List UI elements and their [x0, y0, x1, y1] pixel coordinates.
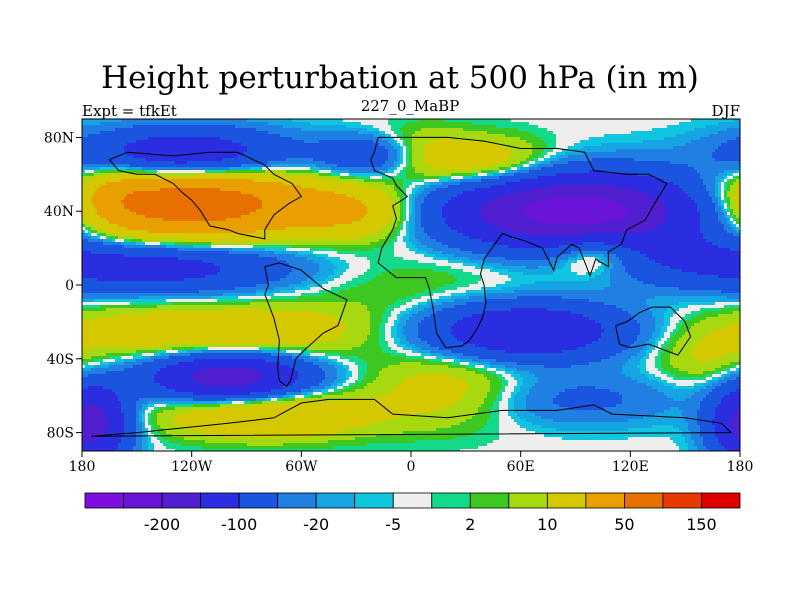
colorbar-box — [432, 493, 471, 508]
colorbar-box — [278, 493, 317, 508]
x-tick-label: 120E — [612, 459, 649, 475]
colorbar-box — [239, 493, 278, 508]
colorbar-box — [547, 493, 586, 508]
colorbar-label: -5 — [385, 515, 401, 534]
x-tick-label: 180 — [727, 459, 754, 475]
colorbar-box — [393, 493, 432, 508]
colorbar-box — [701, 493, 740, 508]
colorbar-label: -200 — [144, 515, 180, 534]
colorbar-box — [586, 493, 625, 508]
colorbar-box — [85, 493, 124, 508]
colorbar-label: -20 — [303, 515, 329, 534]
x-tick-label: 120W — [171, 459, 213, 475]
colorbar: -200 -100 -20 -5 2 10 50 150 — [85, 493, 740, 534]
colorbar-box — [162, 493, 201, 508]
y-tick-label: 0 — [65, 278, 74, 294]
colorbar-label: -100 — [221, 515, 257, 534]
x-tick-label: 60E — [507, 459, 535, 475]
x-tick-label: 0 — [407, 459, 416, 475]
colorbar-label: 2 — [465, 515, 475, 534]
colorbar-box — [663, 493, 702, 508]
colorbar-box — [355, 493, 394, 508]
colorbar-box — [316, 493, 355, 508]
colorbar-box — [124, 493, 163, 508]
colorbar-label: 10 — [537, 515, 557, 534]
colorbar-box — [509, 493, 548, 508]
colorbar-box — [201, 493, 240, 508]
y-tick-label: 80N — [44, 130, 74, 146]
y-tick-label: 80S — [47, 426, 74, 442]
colorbar-box — [470, 493, 509, 508]
x-tick-label: 60W — [285, 459, 318, 475]
colorbar-box — [624, 493, 663, 508]
colorbar-label: 150 — [686, 515, 717, 534]
x-tick-label: 180 — [69, 459, 96, 475]
contour-field — [82, 119, 743, 453]
y-tick-label: 40S — [47, 352, 74, 368]
y-tick-label: 40N — [44, 204, 74, 220]
colorbar-label: 50 — [614, 515, 634, 534]
